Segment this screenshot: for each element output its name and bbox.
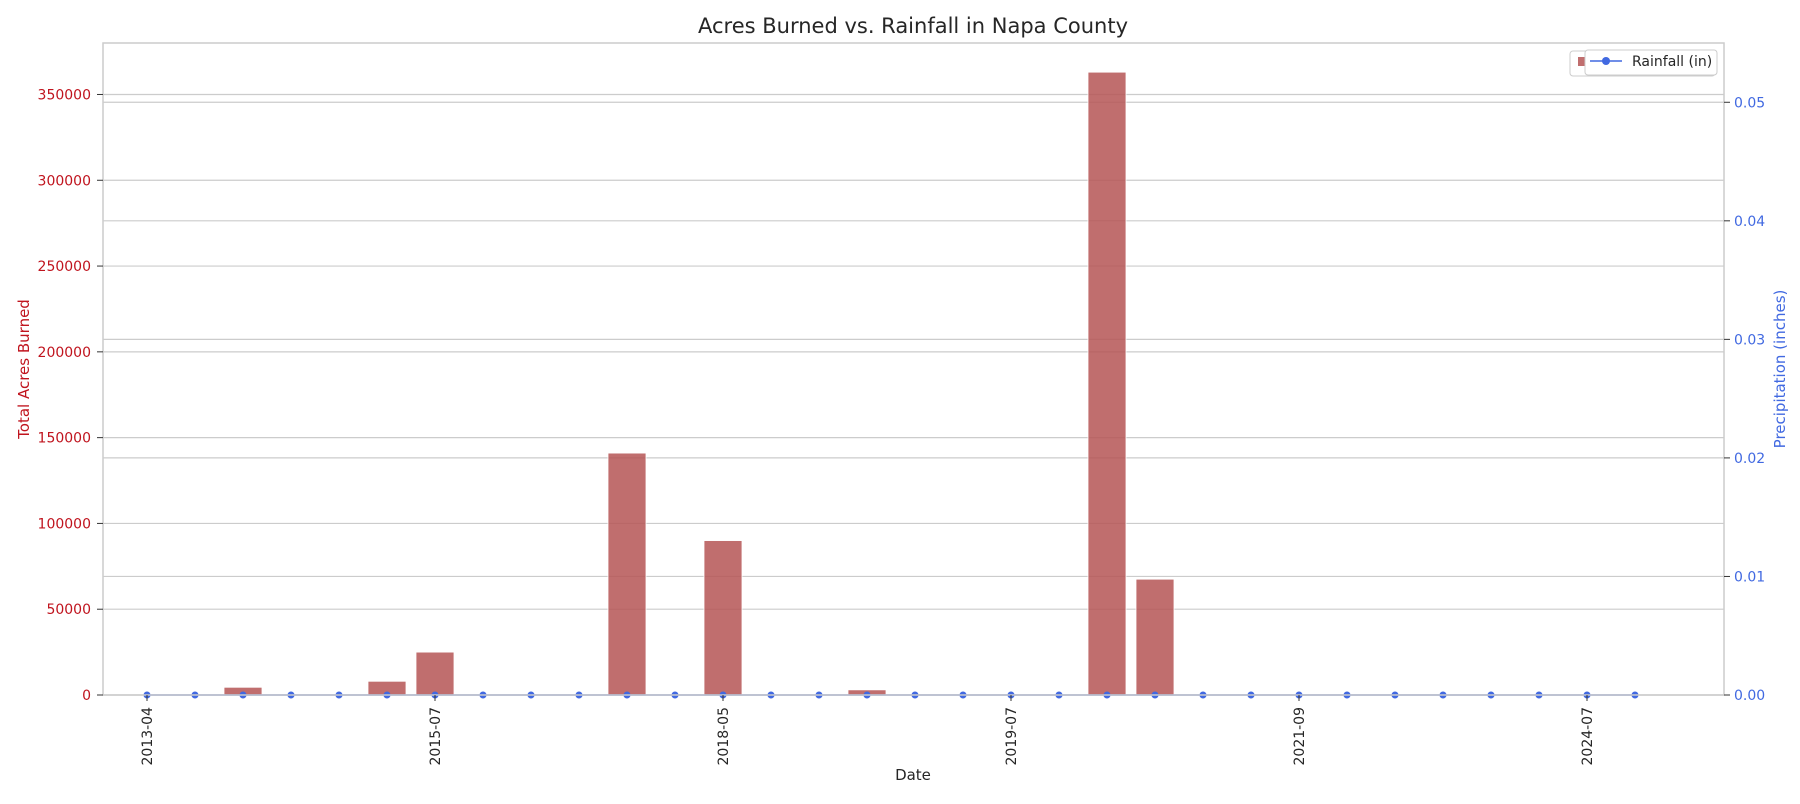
x-tick-label: 2021-09 <box>1292 707 1308 766</box>
bars-layer <box>223 71 1175 696</box>
y-tick-label: 50000 <box>46 602 91 618</box>
y-tick-label: 200000 <box>38 345 91 361</box>
y2-tick-label: 0.05 <box>1734 95 1765 111</box>
y-tick-label: 150000 <box>38 431 91 447</box>
y-tick-label: 300000 <box>38 173 91 189</box>
x-tick-label: 2019-07 <box>1004 707 1020 766</box>
legend-box <box>1584 49 1718 76</box>
y-tick-label: 250000 <box>38 259 91 275</box>
y-tick-label: 100000 <box>38 516 91 532</box>
grid-layer <box>103 93 1724 696</box>
y-tick-label: 0 <box>82 688 91 704</box>
legend: Rainfall (in) <box>1569 49 1718 77</box>
y-axis-label: Total Acres Burned <box>15 299 33 440</box>
acres-bar <box>1087 71 1127 696</box>
y2-tick-label: 0.04 <box>1734 214 1765 230</box>
y-tick-label: 350000 <box>38 87 91 103</box>
left-axis: 0 50000 100000 150000 200000 250000 300000 3500… <box>38 87 103 704</box>
x-tick-label: 2018-05 <box>716 707 732 766</box>
legend-rainfall-label: Rainfall (in) <box>1632 54 1712 70</box>
legend-rainfall-marker <box>1602 57 1610 65</box>
y2-axis-label: Precipitation (inches) <box>1771 290 1789 449</box>
x-axis-label: Date <box>895 766 931 784</box>
acres-bar <box>415 651 455 696</box>
right-axis: 0.00 0.01 0.02 0.03 0.04 0.05 <box>1724 95 1765 704</box>
plot-frame <box>102 42 1725 696</box>
chart-title: Acres Burned vs. Rainfall in Napa County <box>698 14 1128 38</box>
y2-tick-label: 0.01 <box>1734 569 1765 585</box>
acres-bar <box>703 540 743 696</box>
acres-bar <box>1135 578 1175 696</box>
x-tick-label: 2013-04 <box>140 707 156 766</box>
x-tick-label: 2015-07 <box>428 707 444 766</box>
y2-tick-label: 0.03 <box>1734 332 1765 348</box>
legend-bar-swatch <box>1578 57 1587 66</box>
x-tick-label: 2024-07 <box>1580 707 1596 766</box>
x-axis: 2013-04 2015-07 2018-05 2019-07 2021-09 2024-… <box>140 695 1596 766</box>
y2-tick-label: 0.00 <box>1734 688 1765 704</box>
acres-bar <box>607 452 647 696</box>
y2-tick-label: 0.02 <box>1734 451 1765 467</box>
